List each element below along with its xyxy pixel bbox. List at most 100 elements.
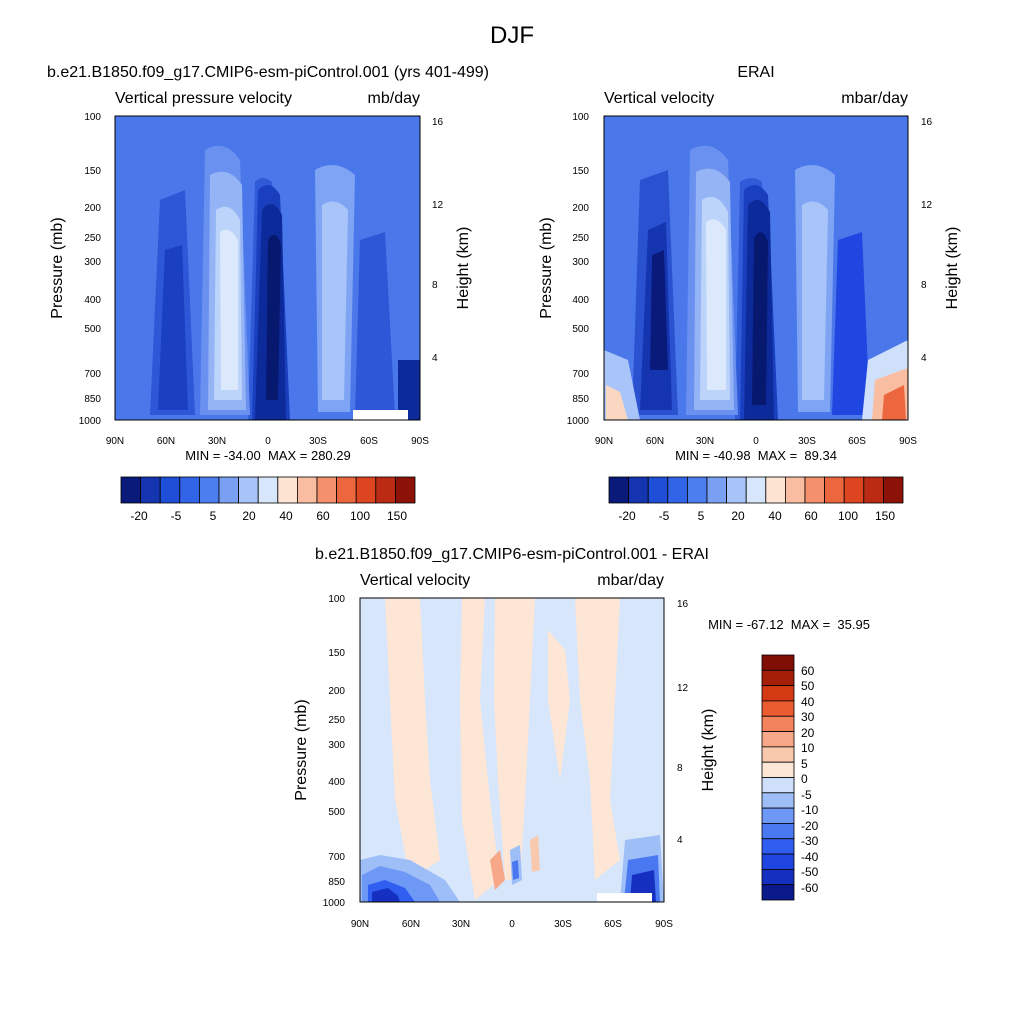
y2-tick-label: 16 [677,599,689,610]
plot-area [603,115,909,421]
colorbar-label: 20 [801,726,815,740]
y-tick-label: 700 [572,369,589,380]
min-max-annotation: MIN = -34.00 MAX = 280.29 [185,448,350,463]
colorbar-swatch [218,476,240,504]
colorbar-swatch [336,476,357,504]
y-tick-label: 700 [84,369,101,380]
x-tick-label: 90S [899,436,917,447]
colorbar-swatch [883,476,904,504]
colorbar-swatch [761,654,795,671]
colorbar-swatch [355,476,377,504]
colorbar-swatch [120,476,142,504]
y-tick-label: 400 [84,295,101,306]
x-tick-label: 0 [509,919,515,930]
y-axis-left: 100 150 200 250 300 400 500 700 850 1000… [49,112,101,427]
field-shading [575,598,620,880]
plot-frame [114,115,421,421]
y-tick-label: 700 [328,852,345,863]
plot-frame [359,597,665,903]
x-axis: 90N 60N 30N 0 30S 60S 90S [106,436,429,447]
colorbar-label: 40 [768,509,782,523]
colorbar-label: 20 [731,509,745,523]
x-tick-label: 30S [309,436,327,447]
colorbar-label: -50 [801,865,819,879]
field-shading [832,232,870,415]
y-tick-label: 1000 [323,898,346,909]
y-tick-label: 100 [84,112,101,123]
x-tick-label: 60S [848,436,866,447]
colorbar-label: -40 [801,850,819,864]
y-axis-right: 16 12 8 4 Height (km) [677,599,717,846]
colorbar-label: 30 [801,710,815,724]
min-max-annotation: MIN = -40.98 MAX = 89.34 [675,448,837,463]
x-tick-label: 30N [208,436,226,447]
colorbar-swatch [761,823,795,840]
colorbar-label: 60 [316,509,330,523]
colorbar-swatch [761,715,795,732]
y-tick-label: 1000 [567,416,590,427]
field-shading [494,598,535,880]
colorbar-swatch [765,476,786,504]
field-shading [266,234,281,400]
colorbar-swatch [785,476,806,504]
colorbar-label: -5 [171,509,182,523]
field-shading [322,201,348,400]
y-axis-left: 100 150 200 250 300 400 500 700 850 1000… [538,112,589,427]
panel-model: b.e21.B1850.f09_g17.CMIP6-esm-piControl.… [47,64,489,523]
x-tick-label: 0 [265,436,271,447]
colorbar-swatch [761,868,795,886]
y2-tick-label: 12 [921,200,933,211]
y-tick-label: 100 [328,594,345,605]
y-tick-label: 150 [572,166,589,177]
colorbar-swatch [647,476,669,504]
field-shading [650,250,668,370]
panel-difference: b.e21.B1850.f09_g17.CMIP6-esm-piControl.… [293,546,870,930]
y-tick-label: 500 [572,324,589,335]
y-tick-label: 250 [328,715,345,726]
y2-tick-label: 4 [677,835,683,846]
colorbar-label: -60 [801,881,819,895]
y-tick-label: 150 [84,166,101,177]
y2-axis-title: Height (km) [455,227,472,310]
colorbar-swatch [394,476,416,504]
x-axis: 90N 60N 30N 0 30S 60S 90S [351,919,673,930]
y-tick-label: 200 [84,203,101,214]
plot-frame [603,115,909,421]
colorbar-label: -5 [801,788,812,802]
colorbar-label: -20 [618,509,636,523]
colorbar-swatch [761,731,795,748]
x-axis: 90N 60N 30N 0 30S 60S 90S [595,436,917,447]
x-tick-label: 60N [646,436,664,447]
panel-left-label: Vertical velocity [360,572,470,589]
colorbar-label: 100 [838,509,858,523]
x-tick-label: 90S [411,436,429,447]
panel-units-label: mbar/day [597,572,664,589]
colorbar-swatch [726,476,747,504]
field-shading [158,245,188,410]
colorbar-swatch [761,746,795,763]
x-tick-label: 60N [157,436,175,447]
plot-area [114,115,421,421]
colorbar-swatches [761,654,795,901]
y2-tick-label: 16 [921,117,933,128]
colorbar-label: 5 [210,509,217,523]
panel-title: ERAI [737,64,774,81]
field-shading [385,598,440,880]
field-shading [460,598,500,900]
colorbar-swatch [863,476,884,504]
colorbar-label: 150 [875,509,895,523]
x-tick-label: 60S [360,436,378,447]
y2-axis-title: Height (km) [700,709,717,792]
field-shading [490,850,505,890]
colorbar-label: -20 [801,819,819,833]
y2-tick-label: 4 [432,353,438,364]
y-axis-title: Pressure (mb) [538,217,555,318]
colorbar-swatch [824,476,845,504]
colorbar-swatch [761,884,795,901]
colorbar-swatch [140,476,161,504]
field-shading [398,360,420,420]
x-tick-label: 60S [604,919,622,930]
y-axis-title: Pressure (mb) [49,217,66,318]
x-tick-label: 90N [595,436,613,447]
